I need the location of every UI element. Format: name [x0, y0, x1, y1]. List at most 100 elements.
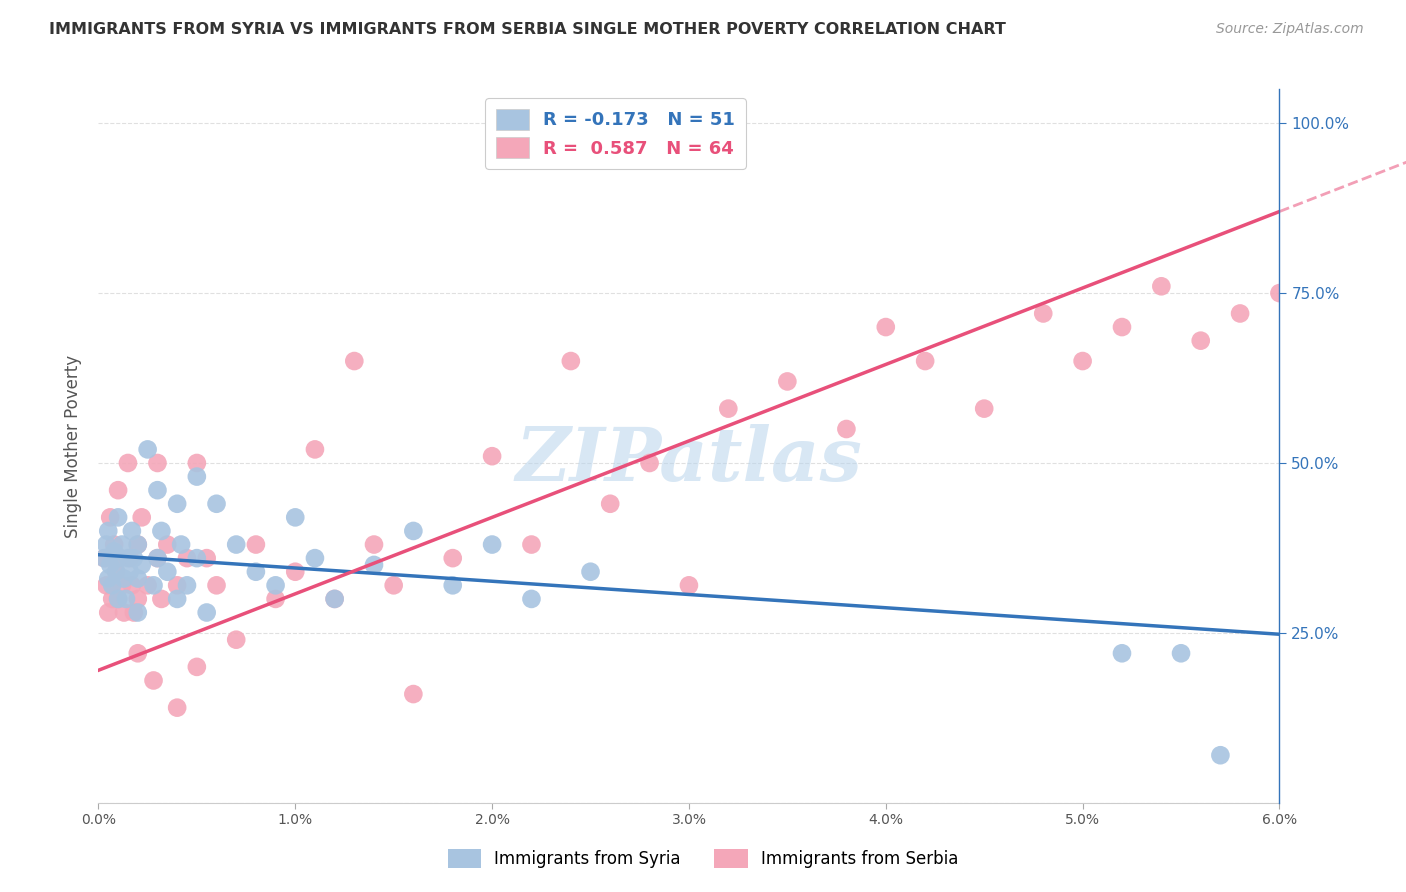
Point	[118, 551, 141, 566]
Point	[284, 510, 307, 524]
Point	[1308, 266, 1330, 280]
Point	[97, 606, 120, 620]
Point	[678, 578, 700, 592]
Point	[225, 537, 247, 551]
Point	[108, 551, 131, 566]
Point	[195, 606, 218, 620]
Point	[131, 558, 153, 572]
Point	[150, 591, 173, 606]
Point	[579, 565, 602, 579]
Point	[245, 537, 267, 551]
Point	[304, 551, 326, 566]
Point	[101, 591, 124, 606]
Point	[166, 578, 188, 592]
Point	[835, 422, 858, 436]
Point	[186, 469, 208, 483]
Point	[122, 551, 145, 566]
Point	[402, 524, 425, 538]
Point	[1268, 286, 1291, 301]
Point	[875, 320, 897, 334]
Point	[1170, 646, 1192, 660]
Point	[441, 578, 464, 592]
Point	[304, 442, 326, 457]
Point	[136, 578, 159, 592]
Text: ZIPatlas: ZIPatlas	[516, 424, 862, 497]
Text: IMMIGRANTS FROM SYRIA VS IMMIGRANTS FROM SERBIA SINGLE MOTHER POVERTY CORRELATIO: IMMIGRANTS FROM SYRIA VS IMMIGRANTS FROM…	[49, 22, 1007, 37]
Point	[717, 401, 740, 416]
Point	[97, 524, 120, 538]
Point	[166, 591, 188, 606]
Point	[1032, 306, 1054, 320]
Point	[166, 700, 188, 714]
Point	[1209, 748, 1232, 763]
Point	[146, 456, 169, 470]
Point	[1111, 320, 1133, 334]
Point	[225, 632, 247, 647]
Point	[111, 578, 134, 592]
Point	[245, 565, 267, 579]
Point	[363, 537, 385, 551]
Point	[343, 354, 366, 368]
Point	[186, 456, 208, 470]
Point	[111, 537, 134, 551]
Point	[96, 537, 118, 551]
Point	[142, 578, 165, 592]
Point	[121, 578, 143, 592]
Text: Source: ZipAtlas.com: Source: ZipAtlas.com	[1216, 22, 1364, 37]
Point	[195, 551, 218, 566]
Point	[142, 673, 165, 688]
Point	[127, 572, 149, 586]
Point	[1071, 354, 1094, 368]
Point	[186, 551, 208, 566]
Point	[264, 578, 287, 592]
Point	[150, 524, 173, 538]
Point	[101, 578, 124, 592]
Point	[112, 572, 135, 586]
Point	[127, 537, 149, 551]
Point	[117, 456, 139, 470]
Point	[1150, 279, 1173, 293]
Point	[323, 591, 346, 606]
Point	[205, 578, 228, 592]
Point	[638, 456, 661, 470]
Point	[441, 551, 464, 566]
Point	[156, 565, 179, 579]
Point	[127, 646, 149, 660]
Point	[103, 544, 125, 558]
Point	[127, 591, 149, 606]
Point	[122, 606, 145, 620]
Point	[560, 354, 582, 368]
Point	[103, 537, 125, 551]
Point	[382, 578, 405, 592]
Legend: Immigrants from Syria, Immigrants from Serbia: Immigrants from Syria, Immigrants from S…	[441, 842, 965, 875]
Point	[520, 591, 543, 606]
Point	[127, 537, 149, 551]
Point	[1229, 306, 1251, 320]
Point	[170, 537, 193, 551]
Point	[107, 591, 129, 606]
Point	[481, 537, 503, 551]
Point	[520, 537, 543, 551]
Point	[121, 524, 143, 538]
Point	[599, 497, 621, 511]
Point	[107, 551, 129, 566]
Point	[107, 483, 129, 498]
Point	[402, 687, 425, 701]
Point	[264, 591, 287, 606]
Point	[776, 375, 799, 389]
Point	[131, 510, 153, 524]
Point	[118, 565, 141, 579]
Point	[107, 510, 129, 524]
Point	[481, 449, 503, 463]
Point	[166, 497, 188, 511]
Point	[205, 497, 228, 511]
Point	[146, 551, 169, 566]
Point	[98, 510, 121, 524]
Point	[136, 442, 159, 457]
Point	[93, 551, 115, 566]
Point	[914, 354, 936, 368]
Point	[1189, 334, 1212, 348]
Point	[176, 551, 198, 566]
Point	[98, 558, 121, 572]
Point	[127, 606, 149, 620]
